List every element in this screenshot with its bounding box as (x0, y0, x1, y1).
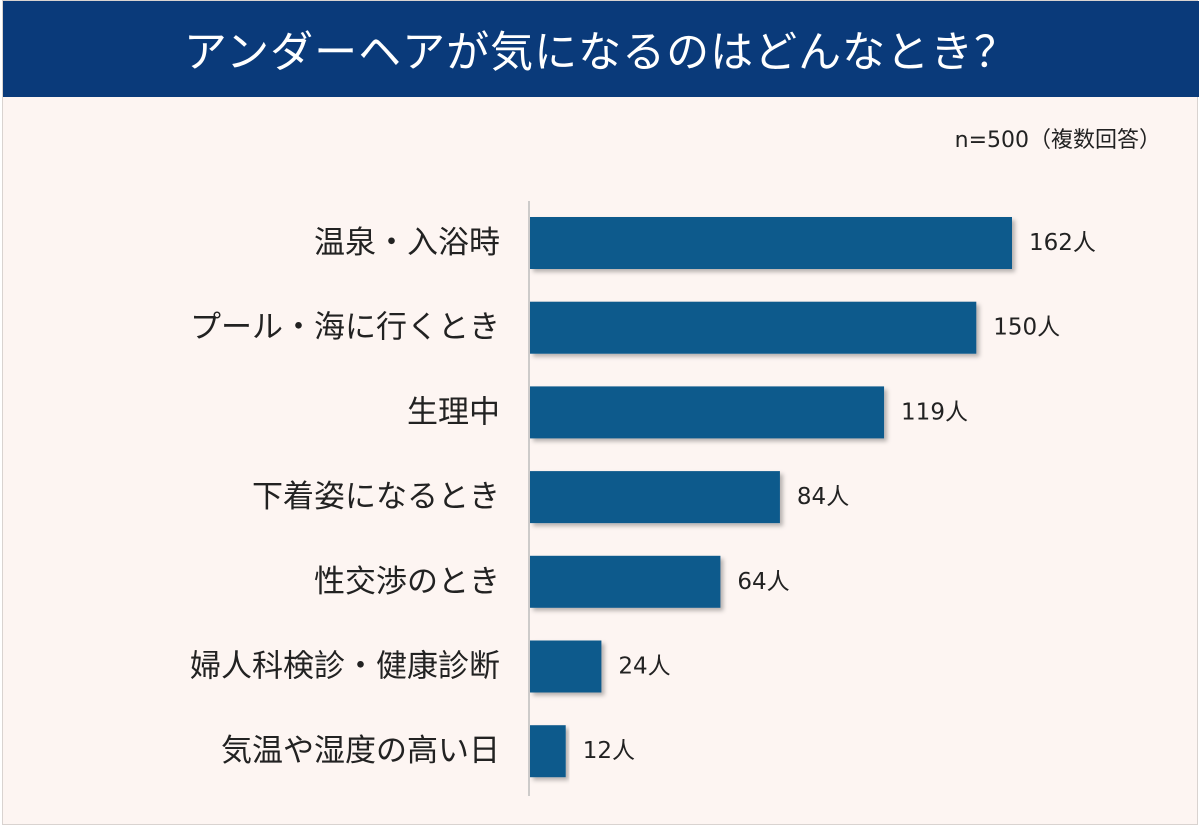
chart-title: アンダーヘアが気になるのはどんなとき？ (183, 28, 1019, 78)
bar-3 (530, 386, 885, 439)
category-label: 生理中 (407, 394, 500, 430)
bar-chart: 温泉・入浴時プール・海に行くとき生理中下着姿になるとき性交渉のとき婦人科検診・健… (190, 201, 1096, 796)
value-label: 162人 (1029, 230, 1096, 256)
value-labels: 162人 150人 119人 84人 64人 24人 12人 (583, 230, 1096, 764)
category-label: プール・海に行くとき (190, 310, 500, 346)
value-label: 12人 (583, 738, 635, 764)
category-label: 下着姿になるとき (252, 479, 500, 515)
category-labels: 温泉・入浴時プール・海に行くとき生理中下着姿になるとき性交渉のとき婦人科検診・健… (190, 225, 500, 769)
bar-7 (530, 725, 566, 778)
bar-4 (530, 471, 780, 524)
category-label: 温泉・入浴時 (314, 225, 500, 261)
bar-1 (530, 217, 1012, 269)
value-label: 84人 (797, 484, 849, 510)
bar-5 (530, 555, 721, 608)
category-label: 性交渉のとき (314, 564, 500, 600)
value-label: 24人 (618, 654, 670, 680)
bar-6 (530, 640, 602, 693)
bars-layer (530, 217, 1012, 778)
sample-size-note: n=500（複数回答） (954, 128, 1161, 153)
category-label: 気温や湿度の高い日 (221, 733, 500, 769)
category-label: 婦人科検診・健康診断 (190, 649, 500, 685)
value-label: 150人 (993, 315, 1060, 341)
value-label: 64人 (737, 569, 789, 595)
title-bar: アンダーヘアが気になるのはどんなとき？ (3, 1, 1199, 97)
bar-2 (530, 301, 977, 354)
value-label: 119人 (901, 399, 968, 425)
